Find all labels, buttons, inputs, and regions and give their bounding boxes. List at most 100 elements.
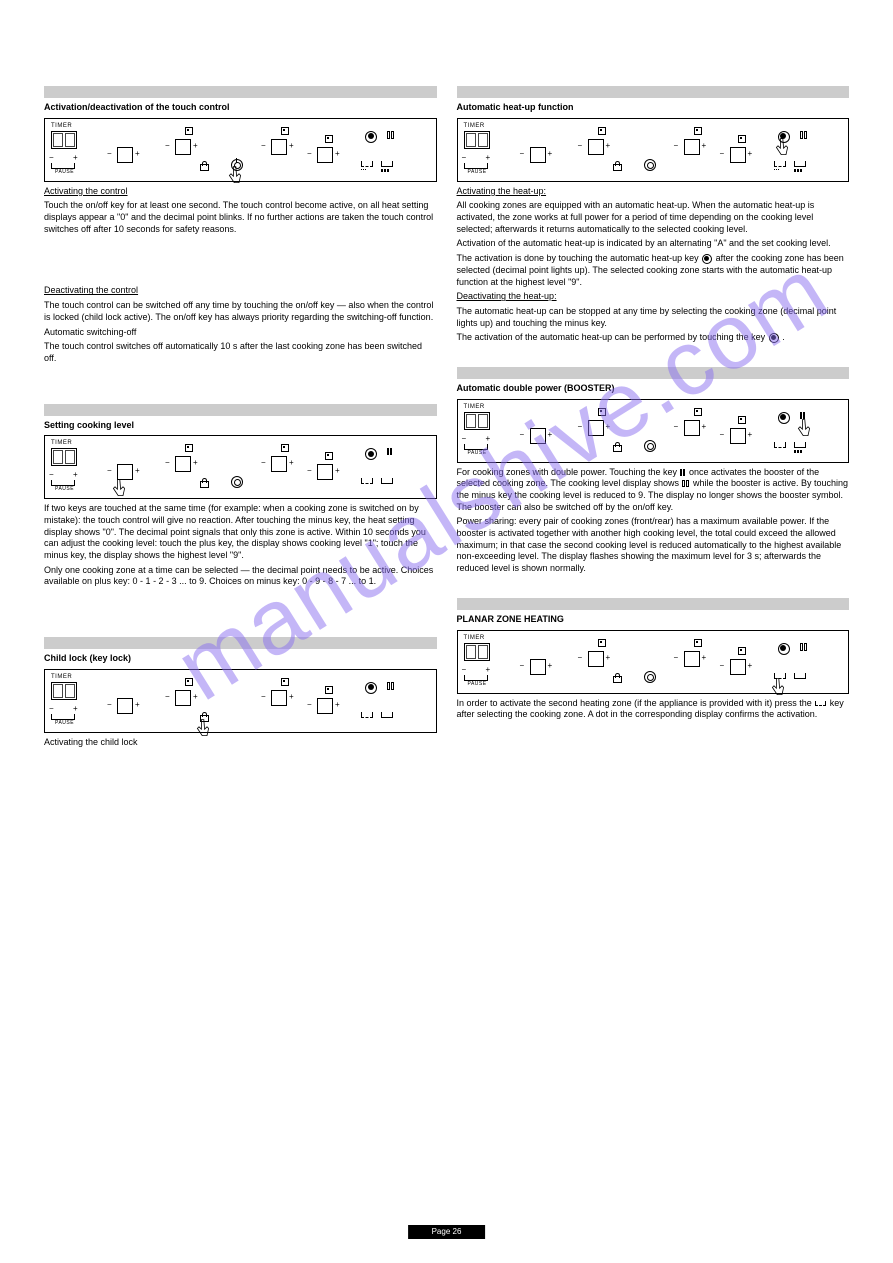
power-icon bbox=[231, 476, 243, 488]
body-text: For cooking zones with double power. Tou… bbox=[457, 467, 850, 514]
plus-icon: + bbox=[193, 141, 198, 151]
body-text: Only one cooking zone at a time can be s… bbox=[44, 565, 437, 588]
hand-pointer-icon bbox=[794, 418, 814, 442]
pause-label: PAUSE bbox=[55, 720, 74, 727]
bars-hollow-icon bbox=[800, 643, 807, 651]
plus-icon: + bbox=[73, 153, 78, 163]
pause-label: PAUSE bbox=[468, 450, 487, 457]
zone-display-icon bbox=[175, 139, 191, 155]
hand-pointer-icon bbox=[193, 718, 213, 742]
timer-display-icon bbox=[51, 448, 77, 466]
control-panel-diagram: TIMER − + PAUSE − + − + − + bbox=[457, 118, 850, 182]
timer-label: TIMER bbox=[51, 123, 72, 131]
control-panel-diagram: TIMER − + PAUSE − + − + − + bbox=[44, 118, 437, 182]
plus-icon: + bbox=[289, 141, 294, 151]
timer-display-icon bbox=[51, 131, 77, 149]
body-text: Activating the heat-up: bbox=[457, 186, 850, 198]
section-title: Activation/deactivation of the touch con… bbox=[44, 102, 437, 114]
control-panel-diagram: TIMER − + PAUSE − + − + − + bbox=[44, 435, 437, 499]
zone-display-icon bbox=[117, 147, 133, 163]
bars-solid-icon bbox=[387, 448, 392, 455]
zone-display-icon bbox=[317, 147, 333, 163]
minus-icon: − bbox=[49, 153, 54, 163]
section-divider bbox=[44, 86, 437, 98]
lock-icon bbox=[613, 673, 621, 682]
body-text: The activation is done by touching the a… bbox=[457, 253, 850, 288]
section-title: PLANAR ZONE HEATING bbox=[457, 614, 850, 626]
lock-icon bbox=[613, 161, 621, 170]
boost-ring-icon bbox=[778, 643, 790, 655]
control-panel-diagram: TIMER − + PAUSE − + − + − + bbox=[457, 630, 850, 694]
timer-label: TIMER bbox=[464, 404, 485, 412]
section-title: Setting cooking level bbox=[44, 420, 437, 432]
timer-display-icon bbox=[464, 131, 490, 149]
section-divider bbox=[457, 367, 850, 379]
body-text: The automatic heat-up can be stopped at … bbox=[457, 306, 850, 329]
pause-label: PAUSE bbox=[468, 169, 487, 176]
timer-label: TIMER bbox=[51, 440, 72, 448]
power-icon bbox=[644, 440, 656, 452]
power-icon bbox=[644, 159, 656, 171]
body-text: Activation of the automatic heat-up is i… bbox=[457, 238, 850, 250]
minus-icon: − bbox=[307, 149, 312, 159]
section-divider bbox=[457, 598, 850, 610]
timer-label: TIMER bbox=[464, 635, 485, 643]
tray-dash-icon bbox=[815, 701, 826, 706]
control-panel-diagram: TIMER − + PAUSE − + − + − + bbox=[457, 399, 850, 463]
timer-label: TIMER bbox=[51, 674, 72, 682]
minus-icon: − bbox=[107, 149, 112, 159]
body-text: The touch control can be switched off an… bbox=[44, 300, 437, 323]
boost-ring-icon bbox=[365, 131, 377, 143]
bars-solid-icon bbox=[680, 469, 685, 476]
section-title: Child lock (key lock) bbox=[44, 653, 437, 665]
section-title: Automatic double power (BOOSTER) bbox=[457, 383, 850, 395]
minus-icon: − bbox=[261, 141, 266, 151]
bars-hollow-icon bbox=[387, 131, 394, 139]
body-text: The activation of the automatic heat-up … bbox=[457, 332, 850, 344]
boost-ring-icon bbox=[769, 333, 779, 343]
body-text: In order to activate the second heating … bbox=[457, 698, 850, 721]
section-divider bbox=[44, 637, 437, 649]
hand-pointer-icon bbox=[109, 478, 129, 502]
zone-indicator-icon bbox=[281, 127, 289, 135]
boost-ring-icon bbox=[365, 448, 377, 460]
timer-display-icon bbox=[464, 412, 490, 430]
left-column: Activation/deactivation of the touch con… bbox=[44, 80, 437, 751]
section-divider bbox=[457, 86, 850, 98]
lock-icon bbox=[200, 161, 208, 170]
plus-icon: + bbox=[135, 149, 140, 159]
power-icon bbox=[644, 671, 656, 683]
minus-icon: − bbox=[165, 141, 170, 151]
tray-icon bbox=[381, 161, 393, 167]
page-number: Page 26 bbox=[408, 1225, 486, 1239]
section-divider bbox=[44, 404, 437, 416]
body-text: Deactivating the control bbox=[44, 285, 437, 297]
boost-ring-icon bbox=[778, 412, 790, 424]
timer-display-icon bbox=[51, 682, 77, 700]
body-text: All cooking zones are equipped with an a… bbox=[457, 200, 850, 235]
zone-indicator-icon bbox=[185, 127, 193, 135]
boost-ring-icon bbox=[365, 682, 377, 694]
bars-hollow-icon bbox=[800, 131, 807, 139]
body-text: Activating the child lock bbox=[44, 737, 437, 749]
body-text: If two keys are touched at the same time… bbox=[44, 503, 437, 561]
body-text: Power sharing: every pair of cooking zon… bbox=[457, 516, 850, 574]
zone-display-icon bbox=[271, 139, 287, 155]
pause-label: PAUSE bbox=[55, 486, 74, 493]
timer-label: TIMER bbox=[464, 123, 485, 131]
body-text: Deactivating the heat-up: bbox=[457, 291, 850, 303]
lock-icon bbox=[200, 478, 208, 487]
hand-pointer-icon bbox=[772, 137, 792, 161]
section-title: Automatic heat-up function bbox=[457, 102, 850, 114]
dots-icon bbox=[361, 169, 373, 170]
lock-icon bbox=[613, 442, 621, 451]
tray-dash-icon bbox=[361, 161, 373, 167]
plus-icon: + bbox=[335, 149, 340, 159]
boost-ring-icon bbox=[702, 254, 712, 264]
bars-icon bbox=[381, 169, 393, 172]
timer-display-icon bbox=[464, 643, 490, 661]
body-text: Touch the on/off key for at least one se… bbox=[44, 200, 437, 235]
pause-label: PAUSE bbox=[55, 169, 74, 176]
pause-label: PAUSE bbox=[468, 681, 487, 688]
control-panel-diagram: TIMER − + PAUSE − + − + − + bbox=[44, 669, 437, 733]
